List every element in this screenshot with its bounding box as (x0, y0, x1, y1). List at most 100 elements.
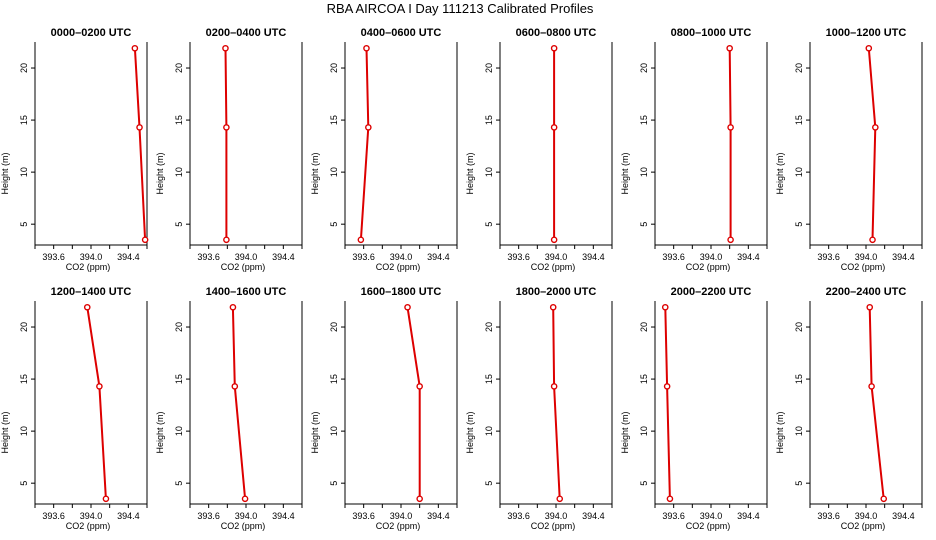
x-tick-label: 394.4 (117, 252, 140, 262)
x-tick-label: 393.6 (197, 252, 220, 262)
panel-title: 0000–0200 UTC (51, 27, 132, 39)
x-tick-label: 394.0 (235, 511, 258, 521)
profile-panel-3: 0400–0600 UTC 393.6 394.0 394.4 5 10 15 20 CO2 (… (310, 27, 458, 272)
profile-panel-7: 1200–1400 UTC 393.6 394.0 394.4 5 10 15 20 CO2 (… (0, 286, 148, 531)
profile-line (86, 307, 107, 499)
x-tick-label: 393.6 (662, 252, 685, 262)
profile-line (664, 307, 671, 499)
x-tick-label: 393.6 (817, 252, 840, 262)
x-tick-label: 394.0 (545, 511, 568, 521)
profile-line (868, 307, 885, 499)
y-tick-label: 20 (639, 322, 649, 332)
y-axis-label: Height (m) (775, 411, 785, 453)
x-tick-label: 393.6 (197, 511, 220, 521)
x-tick-label: 394.4 (737, 252, 760, 262)
x-tick-label: 394.4 (427, 511, 450, 521)
profile-line (552, 307, 561, 499)
x-tick-label: 394.4 (117, 511, 140, 521)
profile-point (549, 303, 557, 311)
y-tick-label: 10 (174, 167, 184, 177)
profile-point (141, 236, 149, 244)
profile-point (550, 236, 558, 244)
x-tick-label: 394.0 (80, 511, 103, 521)
y-axis-label: Height (m) (775, 152, 785, 194)
panel-title: 0800–1000 UTC (671, 27, 752, 39)
y-tick-label: 5 (639, 222, 649, 227)
profile-panel-4: 0600–0800 UTC 393.6 394.0 394.4 5 10 15 20 CO2 (… (465, 27, 613, 272)
profile-point (404, 303, 411, 311)
plot-frame (189, 301, 303, 505)
y-tick-label: 20 (329, 63, 339, 73)
y-tick-label: 5 (794, 481, 804, 486)
x-tick-label: 394.0 (700, 511, 723, 521)
profile-point (550, 44, 558, 52)
y-tick-label: 5 (19, 222, 29, 227)
profile-point (727, 124, 734, 131)
profile-point (365, 124, 372, 131)
plot-frame (344, 301, 458, 505)
x-axis-label: CO2 (ppm) (686, 521, 731, 531)
panel-title: 1400–1600 UTC (206, 286, 287, 298)
profile-point (363, 44, 370, 52)
panel-title: 2200–2400 UTC (826, 286, 907, 298)
y-axis-label: Height (m) (465, 411, 475, 453)
x-tick-label: 394.4 (427, 252, 450, 262)
x-axis-label: CO2 (ppm) (221, 262, 266, 272)
x-tick-label: 394.0 (700, 252, 723, 262)
y-tick-label: 15 (639, 374, 649, 384)
y-tick-label: 15 (794, 374, 804, 384)
x-axis-label: CO2 (ppm) (531, 262, 576, 272)
y-tick-label: 10 (794, 426, 804, 436)
y-tick-label: 15 (484, 115, 494, 125)
x-tick-label: 394.0 (390, 511, 413, 521)
x-tick-label: 394.4 (892, 511, 915, 521)
y-tick-label: 20 (19, 63, 29, 73)
y-tick-label: 10 (639, 167, 649, 177)
x-tick-label: 394.4 (892, 252, 915, 262)
x-tick-label: 394.4 (737, 511, 760, 521)
y-tick-label: 5 (329, 222, 339, 227)
profile-line (867, 48, 877, 240)
x-tick-label: 394.4 (272, 511, 295, 521)
x-tick-label: 394.0 (235, 252, 258, 262)
y-tick-label: 5 (174, 222, 184, 227)
profile-point (872, 124, 879, 131)
profile-point (868, 383, 875, 390)
panels-grid: 0000–0200 UTC 393.6 394.0 394.4 5 10 15 20 CO2 (… (0, 27, 923, 531)
y-tick-label: 20 (174, 322, 184, 332)
y-tick-label: 15 (19, 115, 29, 125)
plot-frame (189, 42, 303, 246)
y-tick-label: 10 (639, 426, 649, 436)
profile-point (550, 124, 558, 131)
x-axis-label: CO2 (ppm) (531, 521, 576, 531)
plot-frame (654, 42, 768, 246)
profile-panel-6: 1000–1200 UTC 393.6 394.0 394.4 5 10 15 20 CO2 (… (775, 27, 923, 272)
y-tick-label: 10 (329, 167, 339, 177)
profile-point (869, 236, 876, 244)
x-tick-label: 394.4 (582, 252, 605, 262)
x-axis-label: CO2 (ppm) (376, 521, 421, 531)
profile-line (359, 48, 370, 240)
panel-title: 0400–0600 UTC (361, 27, 442, 39)
x-axis-label: CO2 (ppm) (66, 521, 111, 531)
profile-point (727, 236, 734, 244)
y-tick-label: 10 (19, 426, 29, 436)
panel-title: 1000–1200 UTC (826, 27, 907, 39)
x-tick-label: 394.0 (80, 252, 103, 262)
y-axis-label: Height (m) (0, 152, 10, 194)
y-tick-label: 10 (174, 426, 184, 436)
y-tick-label: 5 (174, 481, 184, 486)
profile-panel-11: 2000–2200 UTC 393.6 394.0 394.4 5 10 15 20 CO2 (… (620, 286, 768, 531)
profile-panel-10: 1800–2000 UTC 393.6 394.0 394.4 5 10 15 20 CO2 (… (465, 286, 613, 531)
profile-point (866, 303, 874, 311)
profile-point (661, 303, 669, 311)
profile-panel-1: 0000–0200 UTC 393.6 394.0 394.4 5 10 15 20 CO2 (… (0, 27, 149, 272)
x-tick-label: 394.0 (855, 252, 878, 262)
x-tick-label: 394.0 (545, 252, 568, 262)
profile-line (406, 307, 421, 499)
plot-frame (34, 42, 148, 246)
y-axis-label: Height (m) (620, 152, 630, 194)
y-axis-label: Height (m) (155, 152, 165, 194)
y-tick-label: 10 (19, 167, 29, 177)
